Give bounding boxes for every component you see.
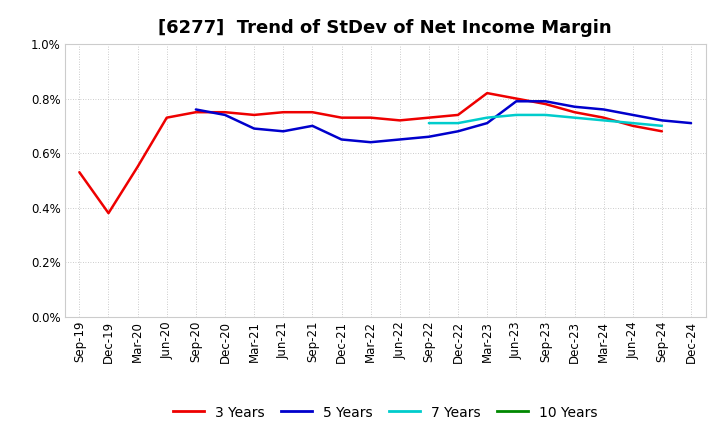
Legend: 3 Years, 5 Years, 7 Years, 10 Years: 3 Years, 5 Years, 7 Years, 10 Years <box>174 406 597 420</box>
Title: [6277]  Trend of StDev of Net Income Margin: [6277] Trend of StDev of Net Income Marg… <box>158 19 612 37</box>
